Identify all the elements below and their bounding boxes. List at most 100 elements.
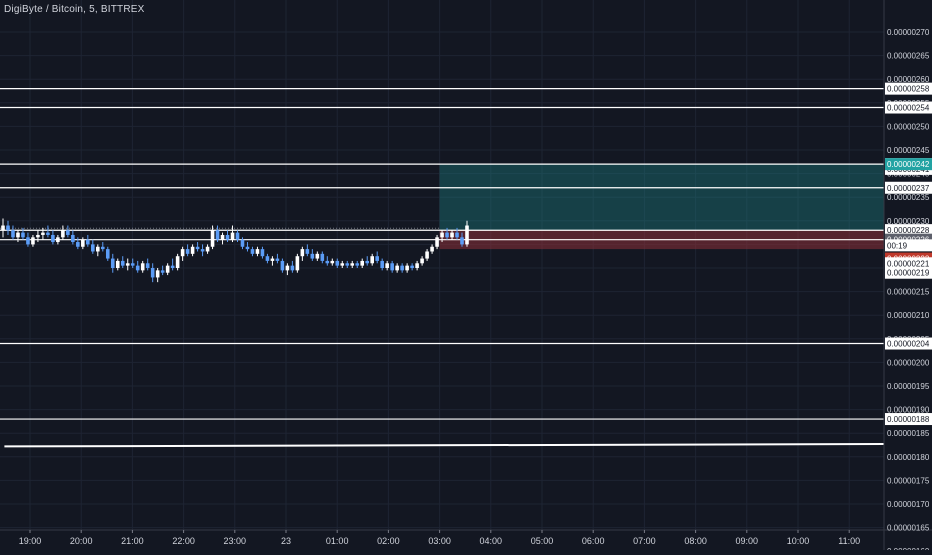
trend-line	[4, 443, 885, 448]
candle-body	[325, 260, 330, 264]
candle-body	[180, 249, 185, 257]
price-tick-label: 0.00000265	[887, 52, 930, 61]
price-label-bg	[885, 257, 932, 270]
target-price-label: 0.00000242	[887, 160, 930, 169]
candle-body	[275, 258, 280, 261]
time-tick-label: 23:00	[224, 536, 247, 546]
candle-body	[110, 258, 115, 268]
candle-body	[71, 234, 75, 243]
price-tick-label: 0.00000195	[887, 382, 930, 391]
candle-body	[450, 232, 454, 238]
candle-body	[225, 234, 230, 240]
candle-body	[230, 232, 235, 240]
time-axis: 19:00 20:00 21:00 22:00 23:00 23 01:00 02:00 03:…	[19, 530, 860, 546]
hline-price-label: 0.00000204	[887, 340, 930, 349]
price-label: 0.00000219	[887, 269, 930, 278]
candle-body	[365, 260, 370, 264]
candle-body	[420, 258, 424, 264]
hline-price-label: 0.00000258	[887, 85, 930, 94]
candle-body	[295, 256, 300, 271]
price-tick-label: 0.00000190	[887, 406, 930, 415]
candle-body	[205, 246, 210, 252]
candle-body	[435, 237, 439, 247]
candle-body	[350, 263, 355, 266]
candle-body	[16, 232, 20, 238]
candle-body	[260, 249, 265, 257]
price-tick-label: 0.00000180	[887, 453, 930, 462]
candle-body	[26, 237, 30, 245]
time-tick-label: 06:00	[582, 536, 605, 546]
candle-body	[430, 246, 434, 252]
candle-body	[115, 260, 120, 268]
candle-body	[335, 260, 340, 266]
hline-price-label-bg	[885, 82, 932, 95]
candle-body	[130, 263, 135, 266]
countdown-label: 00:19	[887, 241, 908, 250]
candle-body	[125, 263, 130, 266]
target-price-label-bg	[885, 158, 932, 171]
time-tick-label: 10:00	[787, 536, 810, 546]
candle-body	[21, 232, 25, 238]
candle-body	[380, 260, 384, 268]
candle-body	[6, 225, 10, 231]
candle-body	[405, 265, 409, 271]
candle-body	[81, 239, 85, 247]
candle-body	[320, 253, 325, 261]
candle-body	[36, 234, 40, 238]
price-label: 0.00000228	[887, 226, 930, 235]
price-tick-label: 0.00000235	[887, 193, 930, 202]
time-tick-label: 22:00	[172, 536, 195, 546]
candle-body	[315, 253, 320, 259]
candle-body	[175, 256, 180, 268]
candle-body	[270, 258, 275, 261]
candle-body	[385, 263, 389, 268]
candle-body	[210, 230, 215, 247]
time-tick-label: 11:00	[838, 536, 860, 546]
candle-body	[145, 263, 150, 268]
time-tick-label: 20:00	[70, 536, 93, 546]
price-tick-label: 0.00000245	[887, 146, 930, 155]
price-tick-label: 0.00000210	[887, 311, 930, 320]
candle-body	[190, 246, 195, 254]
price-tick-label: 0.00000270	[887, 28, 930, 37]
candle-body	[105, 249, 110, 259]
candle-body	[200, 249, 205, 252]
hline-price-label-bg	[885, 337, 932, 350]
time-tick-label: 21:00	[121, 536, 144, 546]
candle-body	[11, 230, 15, 238]
candle-body	[76, 242, 80, 247]
candle-body	[185, 249, 190, 254]
time-tick-label: 05:00	[531, 536, 554, 546]
candle-body	[41, 232, 45, 235]
candle-body	[280, 260, 285, 271]
price-label: 0.00000221	[887, 259, 930, 268]
candle-body	[31, 237, 35, 245]
price-labels: 0.00000258 0.00000254 0.00000242 0.00000237…	[885, 82, 932, 426]
candle-body	[255, 249, 260, 254]
candle-body	[46, 232, 50, 235]
candle-body	[330, 260, 335, 264]
candle-body	[220, 234, 225, 240]
candle-body	[235, 232, 240, 240]
time-tick-label: 01:00	[326, 536, 349, 546]
candle-body	[170, 265, 175, 268]
candle-body	[340, 263, 345, 266]
candle-body	[120, 260, 125, 266]
price-tick-label: 0.00000170	[887, 500, 930, 509]
time-tick-label: 07:00	[633, 536, 656, 546]
candle-body	[95, 246, 100, 252]
time-tick-label: 08:00	[684, 536, 707, 546]
candle-body	[140, 263, 145, 271]
candle-body	[360, 260, 365, 266]
candle-body	[375, 256, 379, 261]
hline-price-label: 0.00000254	[887, 104, 930, 113]
candle-body	[155, 270, 160, 278]
price-tick-label: 0.00000185	[887, 429, 930, 438]
horizontal-lines	[0, 88, 885, 448]
candle-body	[300, 249, 305, 257]
candle-body	[285, 265, 290, 271]
candle-body	[91, 244, 95, 252]
price-tick-label: 0.00000175	[887, 476, 930, 485]
